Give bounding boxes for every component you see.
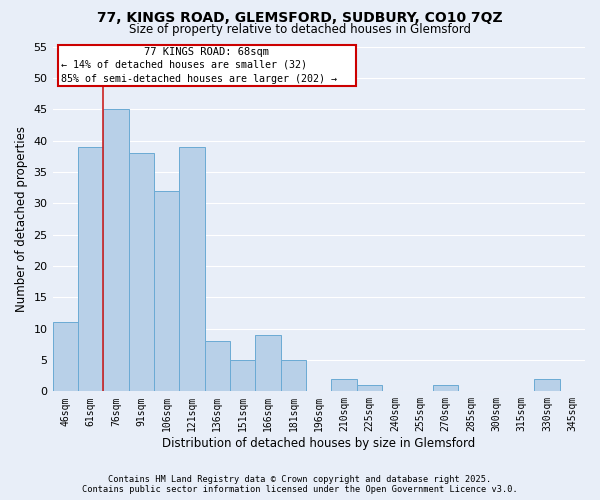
Bar: [357, 385, 382, 392]
Text: Contains public sector information licensed under the Open Government Licence v3: Contains public sector information licen…: [82, 484, 518, 494]
Text: 77 KINGS ROAD: 68sqm: 77 KINGS ROAD: 68sqm: [145, 46, 269, 56]
Bar: [103, 109, 128, 392]
Bar: [128, 153, 154, 392]
Text: 85% of semi-detached houses are larger (202) →: 85% of semi-detached houses are larger (…: [61, 74, 337, 84]
Bar: [256, 335, 281, 392]
Text: 77, KINGS ROAD, GLEMSFORD, SUDBURY, CO10 7QZ: 77, KINGS ROAD, GLEMSFORD, SUDBURY, CO10…: [97, 11, 503, 25]
Bar: [154, 190, 179, 392]
Bar: [534, 379, 560, 392]
Text: ← 14% of detached houses are smaller (32): ← 14% of detached houses are smaller (32…: [61, 60, 307, 70]
Bar: [205, 341, 230, 392]
Bar: [230, 360, 256, 392]
Bar: [433, 385, 458, 392]
Bar: [331, 379, 357, 392]
Text: Size of property relative to detached houses in Glemsford: Size of property relative to detached ho…: [129, 22, 471, 36]
Bar: [53, 322, 78, 392]
X-axis label: Distribution of detached houses by size in Glemsford: Distribution of detached houses by size …: [162, 437, 475, 450]
Bar: [179, 147, 205, 392]
Bar: [78, 147, 103, 392]
Y-axis label: Number of detached properties: Number of detached properties: [15, 126, 28, 312]
Text: Contains HM Land Registry data © Crown copyright and database right 2025.: Contains HM Land Registry data © Crown c…: [109, 475, 491, 484]
Bar: [281, 360, 306, 392]
FancyBboxPatch shape: [58, 45, 356, 86]
